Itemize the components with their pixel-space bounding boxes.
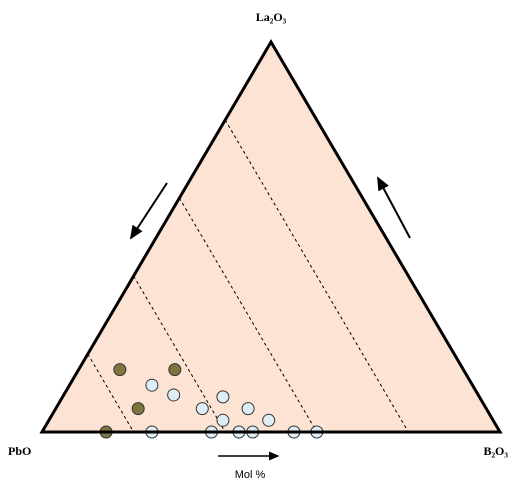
triangle-outline (39, 39, 503, 434)
arrow (129, 182, 168, 240)
vertex-label: La₂O₃ (256, 10, 287, 24)
data-point (167, 388, 181, 402)
data-point (113, 363, 127, 377)
vertex-label: PbO (8, 444, 31, 458)
triangle-fill (42, 42, 500, 432)
data-point (131, 402, 145, 416)
guide-line (133, 275, 226, 433)
data-point (168, 363, 182, 377)
axis-label: Mol % (235, 469, 266, 481)
data-point (241, 402, 255, 416)
guide-line (224, 119, 409, 433)
data-point (195, 402, 209, 416)
vertex-label: B₂O₃ (483, 444, 508, 458)
data-point (145, 378, 159, 392)
data-point (262, 413, 276, 427)
data-point (216, 390, 230, 404)
data-point (216, 413, 230, 427)
arrow (377, 176, 411, 239)
